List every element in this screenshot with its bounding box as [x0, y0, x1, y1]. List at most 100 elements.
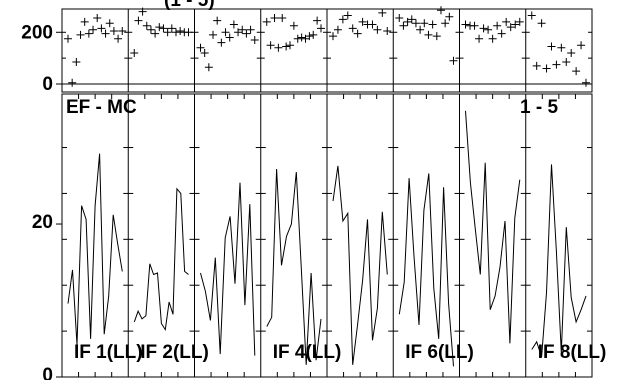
top-ytick-label: 0	[42, 74, 53, 95]
scatter-point	[242, 29, 251, 38]
scatter-point	[167, 24, 176, 33]
scatter-point	[562, 58, 571, 67]
series-line	[67, 153, 123, 345]
scatter-point	[118, 26, 127, 35]
scatter-point	[313, 16, 322, 25]
bottom-ytick-label: 20	[32, 212, 53, 233]
scatter-point	[138, 7, 147, 16]
scatter-point	[196, 43, 205, 52]
scatter-point	[97, 24, 106, 33]
panel-label: IF 1(LL)	[74, 342, 143, 363]
scatter-point	[395, 14, 404, 23]
scatter-point	[488, 34, 497, 43]
scatter-point	[286, 41, 294, 50]
scatter-point	[582, 78, 590, 87]
scatter-point	[209, 30, 218, 39]
scatter-point	[470, 21, 479, 30]
scatter-point	[343, 11, 352, 20]
scatter-point	[383, 26, 392, 35]
scatter-point	[502, 17, 511, 26]
scatter-point	[557, 43, 566, 52]
top-panel: 0 200	[21, 6, 593, 95]
bottom-series-lines	[67, 110, 587, 367]
scatter-point	[317, 24, 325, 33]
scatter-point	[238, 25, 247, 34]
series-line	[465, 110, 521, 344]
scatter-point	[497, 29, 506, 38]
scatter-point	[493, 21, 502, 30]
top-scatter-points	[64, 6, 590, 87]
scatter-point	[200, 48, 209, 57]
scatter-point	[567, 48, 576, 57]
scatter-point	[506, 23, 515, 32]
scatter-point	[213, 16, 222, 25]
scatter-point	[171, 28, 180, 37]
panel-label: IF 4(LL)	[273, 342, 342, 363]
scatter-point	[353, 29, 362, 38]
scatter-point	[159, 24, 168, 33]
scatter-point	[416, 25, 425, 34]
scatter-point	[441, 19, 450, 28]
scatter-point	[270, 14, 279, 23]
scatter-point	[309, 30, 318, 39]
scatter-point	[515, 17, 524, 26]
scatter-point	[274, 43, 283, 52]
scatter-point	[289, 21, 298, 30]
series-line	[332, 165, 388, 365]
scatter-point	[407, 15, 416, 24]
series-line	[266, 168, 322, 365]
scatter-point	[479, 24, 488, 33]
scatter-point	[80, 17, 89, 26]
scatter-point	[278, 14, 287, 23]
scatter-point	[266, 41, 275, 50]
scatter-point	[368, 20, 377, 29]
scatter-point	[547, 42, 556, 51]
scatter-point	[134, 16, 143, 25]
scatter-point	[142, 21, 151, 30]
top-ytick-label: 200	[21, 22, 53, 43]
scatter-point	[428, 20, 437, 29]
scatter-point	[76, 30, 85, 39]
scatter-point	[130, 48, 139, 57]
scatter-point	[436, 6, 445, 15]
scatter-point	[68, 78, 77, 87]
scatter-point	[432, 32, 441, 41]
scatter-point	[146, 25, 155, 34]
scatter-point	[293, 34, 302, 43]
scatter-point	[373, 25, 382, 34]
scatter-point	[399, 21, 408, 30]
scatter-point	[358, 17, 367, 26]
scatter-point	[420, 19, 429, 28]
scatter-point	[155, 23, 164, 32]
scatter-point	[101, 29, 110, 38]
scatter-point	[411, 19, 420, 28]
scatter-point	[572, 67, 581, 76]
scatter-point	[225, 33, 234, 42]
scatter-point	[542, 64, 551, 73]
scatter-point	[250, 36, 259, 45]
scatter-point	[449, 56, 458, 65]
scatter-point	[282, 42, 291, 51]
scatter-point	[217, 38, 226, 47]
scatter-point	[84, 29, 93, 38]
scatter-point	[234, 28, 243, 37]
top-axis-ticks: 0 200	[21, 22, 592, 95]
scatter-point	[403, 17, 412, 26]
scatter-point	[348, 24, 357, 33]
bottom-panel-dividers	[127, 94, 527, 377]
scatter-point	[475, 34, 484, 43]
scatter-point	[246, 25, 255, 34]
scatter-point	[64, 34, 72, 43]
scatter-point	[105, 19, 114, 28]
scatter-point	[537, 19, 546, 28]
scatter-point	[297, 33, 306, 42]
scatter-point	[262, 17, 271, 26]
scatter-point	[109, 26, 118, 35]
scatter-point	[93, 14, 102, 23]
scatter-point	[221, 28, 230, 37]
scatter-point	[72, 58, 81, 67]
right-corner-label: 1 - 5	[520, 97, 558, 118]
series-line	[133, 187, 189, 332]
scatter-point	[176, 26, 185, 35]
